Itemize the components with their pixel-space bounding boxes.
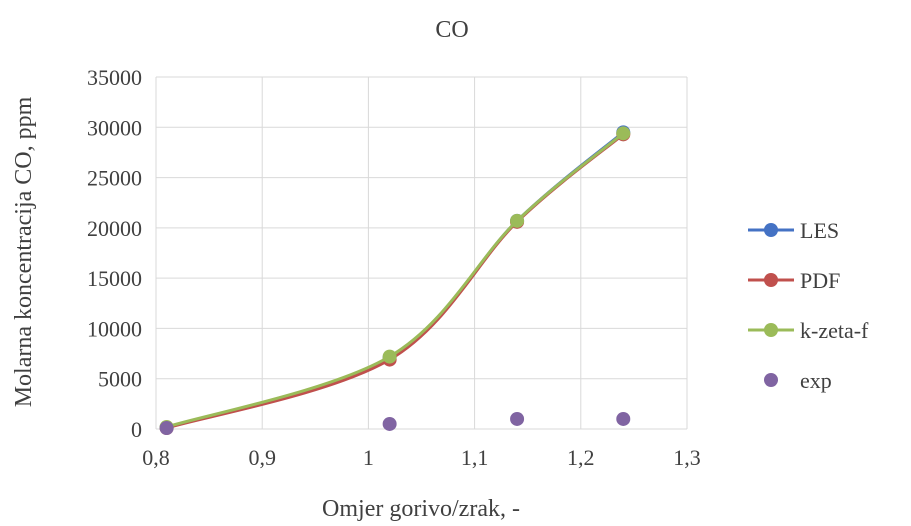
series-k-zeta-f-line [166, 132, 625, 429]
legend-item-pdf: PDF [748, 268, 840, 293]
series-exp [159, 411, 631, 435]
x-tick-label: 0,9 [248, 445, 276, 470]
chart-title: CO [435, 17, 468, 43]
legend: LES PDF k-zeta-f exp [748, 218, 869, 393]
legend-item-les: LES [748, 218, 839, 243]
data-point-exp [510, 411, 525, 426]
series-pdf-line [166, 133, 625, 430]
series-group [159, 125, 631, 435]
y-axis-ticks: 0 5000 10000 15000 20000 25000 30000 35000 [87, 65, 142, 442]
gridlines [155, 76, 688, 430]
legend-item-k-zeta-f: k-zeta-f [748, 318, 869, 343]
data-point-exp [382, 416, 397, 431]
x-tick-label: 0,8 [142, 445, 170, 470]
x-axis-title: Omjer gorivo/zrak, - [322, 496, 520, 522]
data-point-k-zeta-f [616, 126, 631, 141]
series-k-zeta-f [159, 126, 631, 434]
legend-label-exp: exp [800, 368, 832, 393]
x-tick-label: 1,1 [461, 445, 489, 470]
y-tick-label: 35000 [87, 65, 142, 90]
y-tick-label: 5000 [98, 367, 142, 392]
x-axis-ticks: 0,8 0,9 1 1,1 1,2 1,3 [142, 445, 701, 470]
data-point-exp [616, 411, 631, 426]
legend-item-exp: exp [764, 368, 832, 393]
series-les-line [166, 131, 625, 429]
y-axis-title: Molarna koncentracija CO, ppm [11, 96, 37, 407]
legend-marker-k-zeta-f [764, 323, 778, 337]
series-pdf [159, 127, 631, 435]
legend-label-pdf: PDF [800, 268, 840, 293]
y-tick-label: 20000 [87, 216, 142, 241]
series-les [159, 125, 631, 435]
data-point-k-zeta-f [382, 349, 397, 364]
x-tick-label: 1,3 [673, 445, 701, 470]
data-point-exp [159, 420, 174, 435]
data-point-k-zeta-f [510, 213, 525, 228]
legend-label-k-zeta-f: k-zeta-f [800, 318, 869, 343]
x-tick-label: 1 [363, 445, 374, 470]
y-tick-label: 30000 [87, 115, 142, 140]
legend-label-les: LES [800, 218, 839, 243]
y-tick-label: 15000 [87, 266, 142, 291]
y-tick-label: 0 [131, 417, 142, 442]
y-tick-label: 10000 [87, 316, 142, 341]
y-tick-label: 25000 [87, 166, 142, 191]
legend-marker-exp [764, 373, 778, 387]
x-tick-label: 1,2 [567, 445, 595, 470]
legend-marker-pdf [764, 273, 778, 287]
legend-marker-les [764, 223, 778, 237]
